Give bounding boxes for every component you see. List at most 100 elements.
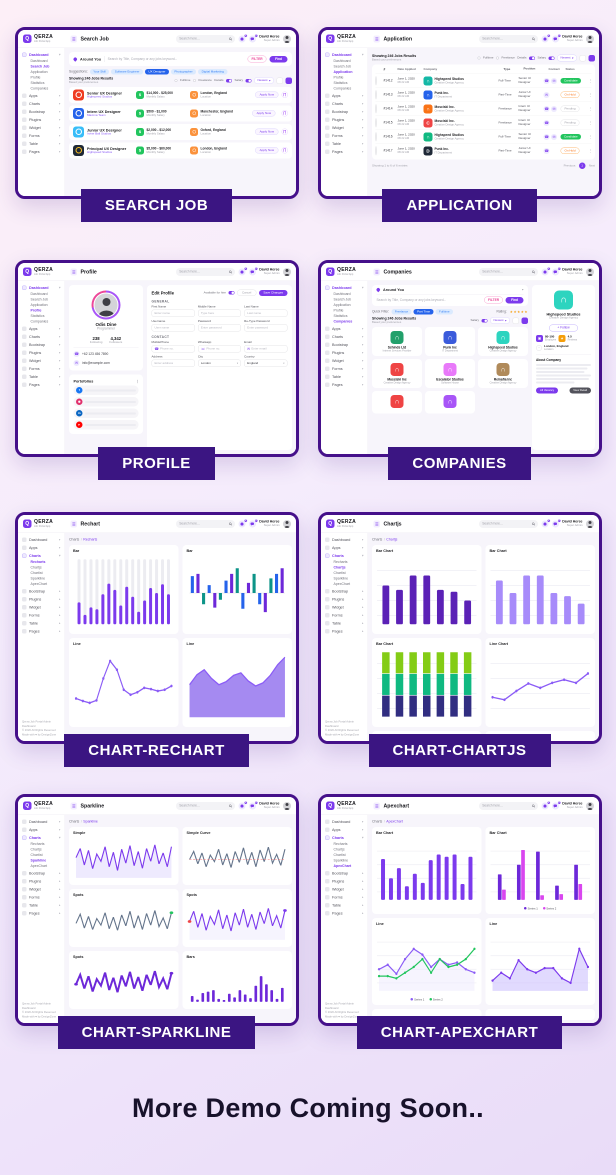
notifications-icon: 2 bbox=[540, 518, 550, 528]
grid-view-button bbox=[588, 54, 595, 62]
job-company: Highspeed Studios bbox=[86, 150, 112, 154]
mini-chart-sparkline: Spots bbox=[182, 889, 292, 947]
chevron-icon: ▾ bbox=[58, 554, 60, 558]
sidebar-item: Pages ▸ bbox=[321, 381, 368, 389]
job-type: Full-Time bbox=[498, 79, 511, 83]
mini-chart-svg bbox=[187, 908, 287, 940]
user-avatar bbox=[585, 519, 594, 528]
mail-icon: ✉ bbox=[550, 77, 557, 84]
sidebar-subitem: Dashboard bbox=[333, 292, 351, 297]
quick-filter-row: Quick Filter: Freelance Part Time Fullti… bbox=[372, 309, 528, 315]
profile-screenshot[interactable]: Q QERZA Job Portal App ≡ Profile Search here.… bbox=[14, 260, 299, 457]
sidebar-item-icon bbox=[324, 93, 329, 98]
star-icon: ★ bbox=[558, 334, 566, 342]
chart-apexchart-screenshot[interactable]: Q QERZA Job Portal App ≡ Apexchart Search her… bbox=[317, 794, 602, 1026]
row-menu-icon: ⋮ bbox=[588, 106, 592, 112]
demo-banner-chart-apexchart[interactable]: CHART-APEXCHART bbox=[356, 1016, 563, 1049]
sidebar-subitem: Recharts bbox=[333, 842, 348, 847]
demo-banner-profile[interactable]: PROFILE bbox=[98, 447, 215, 480]
demo-row-4: Q QERZA Job Portal App ≡ Sparkline Search her… bbox=[0, 794, 616, 1049]
freelance-radio bbox=[192, 79, 196, 83]
results-count-text: Showing 246 Jobs Results bbox=[68, 77, 113, 81]
user-avatar bbox=[585, 267, 594, 276]
job-company: Irvine Bali Studios bbox=[86, 132, 111, 136]
sidebar-item: Widget ▸ bbox=[18, 603, 65, 611]
chartjs-content: Charts / Chartjs Bar Chart Bar Chart Bar C… bbox=[367, 533, 599, 741]
logo-icon: Q bbox=[22, 519, 31, 528]
chart-sparkline-screenshot[interactable]: Q QERZA Job Portal App ≡ Sparkline Search her… bbox=[14, 794, 299, 1026]
logo-icon: Q bbox=[325, 34, 334, 43]
social-row: in bbox=[73, 408, 138, 418]
chevron-down-icon: ▾ bbox=[282, 361, 284, 365]
demo-banner-chart-chartjs[interactable]: CHART-CHARTJS bbox=[368, 734, 551, 767]
chart-chartjs-screenshot[interactable]: Q QERZA Job Portal App ≡ Chartjs Search here.… bbox=[317, 512, 602, 744]
logo-icon: Q bbox=[325, 519, 334, 528]
application-row: #1412 June 1, 2020 08:22 AM ∩ Highspeed St… bbox=[375, 73, 592, 88]
companies-screenshot[interactable]: Q QERZA Job Portal App ≡ Companies Search her… bbox=[317, 260, 602, 457]
messages-icon: 2 bbox=[248, 266, 258, 276]
sidebar-item-icon bbox=[21, 819, 26, 824]
mini-chart-bar: Bar Chart bbox=[485, 545, 595, 634]
mini-chart-line: Line bbox=[68, 638, 178, 727]
sidebar-item-icon bbox=[21, 382, 26, 387]
chevron-icon: ▸ bbox=[58, 871, 60, 875]
job-salary-label: Monthly Salary bbox=[146, 132, 165, 136]
demo-chart-sparkline: Q QERZA Job Portal App ≡ Sparkline Search her… bbox=[14, 794, 299, 1049]
company-tile: ∩ Highspeed Studios Creative Design Agency bbox=[477, 326, 528, 356]
followers-count: 4,342 bbox=[110, 336, 121, 341]
sidebar-item: Plugins ▸ bbox=[321, 595, 368, 603]
sidebar-subitem: Profile bbox=[333, 309, 343, 313]
application-screenshot[interactable]: Q QERZA Job Portal App ≡ Application Search h… bbox=[317, 27, 602, 199]
chevron-icon: ▸ bbox=[58, 911, 60, 915]
location-icon bbox=[189, 127, 198, 136]
search-job-mini-app: Q QERZA Job Portal App ≡ Search Job Search he… bbox=[17, 30, 296, 196]
job-title: Intern UX Designer bbox=[86, 109, 121, 114]
chevron-icon: ▸ bbox=[361, 605, 363, 609]
chevron-icon: ▸ bbox=[361, 887, 363, 891]
sidebar-item: Dashboard ▸ bbox=[18, 818, 65, 826]
demo-banner-application[interactable]: APPLICATION bbox=[382, 189, 537, 222]
mini-chart-title: Bars bbox=[186, 954, 195, 960]
row-menu-icon: ⋮ bbox=[588, 78, 592, 84]
mini-sidebar: Dashboard ▸ Apps ▸ Charts ▾ Recharts Chartjs Cha… bbox=[18, 815, 65, 1023]
mini-chart-clipped bbox=[485, 1009, 595, 1020]
salary-icon: $ bbox=[135, 127, 144, 136]
apexchart-mini-app: Q QERZA Job Portal App ≡ Apexchart Search her… bbox=[320, 797, 599, 1023]
form-field: Middle Name Type here bbox=[197, 306, 241, 317]
suggestion-pill: Software Engineer bbox=[110, 69, 143, 75]
demo-application: Q QERZA Job Portal App ≡ Application Search h… bbox=[317, 27, 602, 222]
job-salary: $5,000 - $60,000 bbox=[146, 146, 171, 151]
sidebar-item-icon bbox=[324, 553, 329, 558]
chevron-icon: ▸ bbox=[58, 351, 60, 355]
application-row: #1415 June 1, 2020 08:22 AM C Mosciski Inc… bbox=[375, 115, 592, 130]
sidebar-item: Pages ▸ bbox=[321, 148, 368, 156]
profile-stats: 238 Following 4,342 Followers bbox=[73, 334, 138, 348]
demo-banner-chart-sparkline[interactable]: CHART-SPARKLINE bbox=[57, 1016, 256, 1049]
salary-toggle bbox=[244, 78, 251, 83]
chart-rechart-screenshot[interactable]: Q QERZA Job Portal App ≡ Rechart Search here.… bbox=[14, 512, 299, 744]
chevron-icon: ▸ bbox=[58, 383, 60, 387]
mail-icon: ✉ bbox=[73, 360, 79, 366]
mini-sidebar: Dashboard ▾ Dashboard Search Job Application… bbox=[18, 48, 65, 196]
company-name: Punk Inc. bbox=[434, 147, 449, 151]
sidebar-item: Widget ▸ bbox=[18, 124, 65, 132]
sidebar-item: Plugins ▸ bbox=[18, 595, 65, 603]
demo-banner-search-job[interactable]: SEARCH JOB bbox=[80, 189, 233, 222]
company-sub: IT Department bbox=[434, 95, 452, 99]
demo-banner-chart-rechart[interactable]: CHART-RECHART bbox=[64, 734, 249, 767]
mini-chart-svg bbox=[490, 570, 590, 625]
sparkline-content: Charts / Sparkline Simple Simple Curve Spo… bbox=[64, 815, 296, 1023]
results-count: Showing 246 Jobs Results Based your prefe… bbox=[69, 77, 113, 84]
chevron-icon: ▸ bbox=[58, 879, 60, 883]
demo-banner-companies[interactable]: COMPANIES bbox=[388, 447, 531, 480]
search-job-screenshot[interactable]: Q QERZA Job Portal App ≡ Search Job Search he… bbox=[14, 27, 299, 199]
company-detail-panel: ∩ Highspeed Studios Creative Design Agen… bbox=[531, 285, 595, 450]
mini-chart-bar: Bar bbox=[68, 545, 178, 634]
application-id: #1412 bbox=[383, 79, 393, 83]
suggestions-label: Suggestions: bbox=[68, 70, 88, 74]
sidebar-item: Pages ▸ bbox=[321, 627, 368, 635]
sidebar-subitem: Application bbox=[333, 70, 353, 75]
sidebar-subitem: Companies bbox=[30, 87, 48, 91]
profile-avatar bbox=[91, 290, 120, 320]
col-position: Position bbox=[523, 67, 535, 71]
